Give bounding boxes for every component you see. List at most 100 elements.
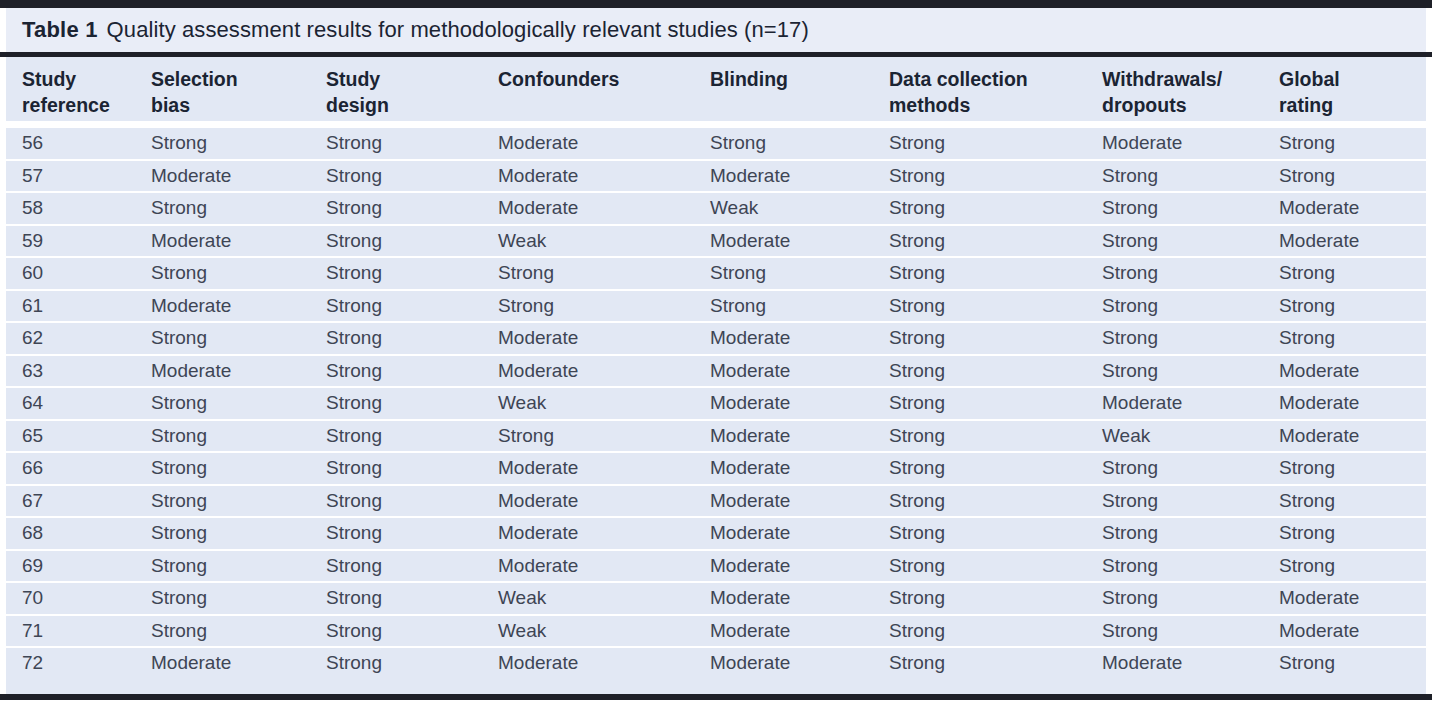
rating-cell: Weak — [498, 582, 710, 615]
study-reference-cell: 71 — [6, 615, 151, 648]
column-header-withdrawals-dropouts: Withdrawals/dropouts — [1102, 57, 1279, 125]
column-header-global-rating: Globalrating — [1279, 57, 1426, 125]
column-header-study-design: Studydesign — [326, 57, 498, 125]
table-row-study-63: 63ModerateStrongModerateModerateStrongSt… — [6, 355, 1426, 388]
rating-cell: Weak — [1102, 420, 1279, 453]
rating-cell: Moderate — [1279, 355, 1426, 388]
column-header-line: Study — [22, 67, 145, 93]
rating-cell: Strong — [1279, 550, 1426, 583]
rating-cell: Strong — [326, 647, 498, 679]
study-reference-cell: 59 — [6, 225, 151, 258]
table-row-study-69: 69StrongStrongModerateModerateStrongStro… — [6, 550, 1426, 583]
rating-cell: Strong — [889, 387, 1102, 420]
study-reference-cell: 58 — [6, 192, 151, 225]
rating-cell: Strong — [1102, 615, 1279, 648]
rating-cell: Moderate — [1279, 615, 1426, 648]
rating-cell: Strong — [1279, 647, 1426, 679]
column-header-line: Confounders — [498, 67, 704, 93]
column-header-selection-bias: Selectionbias — [151, 57, 326, 125]
rating-cell: Strong — [326, 257, 498, 290]
table-row-study-67: 67StrongStrongModerateModerateStrongStro… — [6, 485, 1426, 518]
rating-cell: Strong — [889, 322, 1102, 355]
rating-cell: Moderate — [1102, 647, 1279, 679]
rating-cell: Moderate — [1279, 582, 1426, 615]
rating-cell: Moderate — [710, 550, 889, 583]
study-reference-cell: 65 — [6, 420, 151, 453]
rating-cell: Strong — [889, 355, 1102, 388]
study-reference-cell: 62 — [6, 322, 151, 355]
rating-cell: Strong — [1102, 322, 1279, 355]
rating-cell: Weak — [498, 387, 710, 420]
table-row-study-60: 60StrongStrongStrongStrongStrongStrongSt… — [6, 257, 1426, 290]
rating-cell: Strong — [326, 615, 498, 648]
rating-cell: Strong — [1102, 290, 1279, 323]
rating-cell: Strong — [151, 420, 326, 453]
rating-cell: Strong — [889, 582, 1102, 615]
rating-cell: Moderate — [710, 452, 889, 485]
rating-cell: Strong — [326, 582, 498, 615]
rating-cell: Moderate — [710, 160, 889, 193]
rating-cell: Strong — [326, 517, 498, 550]
rating-cell: Weak — [710, 192, 889, 225]
rating-cell: Moderate — [498, 355, 710, 388]
rating-cell: Strong — [710, 125, 889, 160]
study-reference-cell: 66 — [6, 452, 151, 485]
rating-cell: Strong — [326, 290, 498, 323]
rating-cell: Weak — [498, 615, 710, 648]
rating-cell: Strong — [151, 615, 326, 648]
rating-cell: Moderate — [498, 322, 710, 355]
rating-cell: Strong — [1102, 517, 1279, 550]
study-reference-cell: 64 — [6, 387, 151, 420]
rating-cell: Strong — [151, 550, 326, 583]
table-caption: Table 1 Quality assessment results for m… — [6, 8, 1426, 52]
rating-cell: Strong — [1102, 485, 1279, 518]
table-row-study-58: 58StrongStrongModerateWeakStrongStrongMo… — [6, 192, 1426, 225]
rating-cell: Strong — [151, 192, 326, 225]
column-header-line: dropouts — [1102, 93, 1273, 119]
column-header-line: Data collection — [889, 67, 1096, 93]
rating-cell: Strong — [326, 550, 498, 583]
table-row-study-62: 62StrongStrongModerateModerateStrongStro… — [6, 322, 1426, 355]
column-header-data-collection-methods: Data collectionmethods — [889, 57, 1102, 125]
rating-cell: Strong — [1102, 550, 1279, 583]
rating-cell: Moderate — [1279, 387, 1426, 420]
column-header-line: Study — [326, 67, 492, 93]
rating-cell: Strong — [498, 420, 710, 453]
rating-cell: Strong — [889, 452, 1102, 485]
rating-cell: Moderate — [151, 647, 326, 679]
table-body-panel: StudyreferenceSelectionbiasStudydesignCo… — [6, 57, 1426, 694]
study-reference-cell: 67 — [6, 485, 151, 518]
rating-cell: Strong — [326, 322, 498, 355]
rating-cell: Strong — [1279, 160, 1426, 193]
rating-cell: Strong — [1279, 290, 1426, 323]
column-header-line: Withdrawals/ — [1102, 67, 1273, 93]
rating-cell: Strong — [326, 225, 498, 258]
table-row-study-61: 61ModerateStrongStrongStrongStrongStrong… — [6, 290, 1426, 323]
rating-cell: Strong — [1279, 322, 1426, 355]
table-row-study-59: 59ModerateStrongWeakModerateStrongStrong… — [6, 225, 1426, 258]
rating-cell: Strong — [1102, 355, 1279, 388]
rating-cell: Strong — [889, 160, 1102, 193]
rating-cell: Moderate — [151, 290, 326, 323]
rating-cell: Strong — [151, 257, 326, 290]
column-header-line: methods — [889, 93, 1096, 119]
rating-cell: Strong — [151, 322, 326, 355]
quality-assessment-table: StudyreferenceSelectionbiasStudydesignCo… — [6, 57, 1426, 679]
study-reference-cell: 61 — [6, 290, 151, 323]
rating-cell: Strong — [1279, 485, 1426, 518]
rating-cell: Strong — [889, 647, 1102, 679]
rating-cell: Moderate — [498, 452, 710, 485]
rating-cell: Moderate — [710, 322, 889, 355]
rating-cell: Strong — [326, 485, 498, 518]
rating-cell: Strong — [1102, 257, 1279, 290]
rating-cell: Strong — [710, 290, 889, 323]
rating-cell: Weak — [498, 225, 710, 258]
paper-table-figure: Table 1 Quality assessment results for m… — [0, 0, 1432, 702]
table-row-study-57: 57ModerateStrongModerateModerateStrongSt… — [6, 160, 1426, 193]
rating-cell: Moderate — [710, 420, 889, 453]
rating-cell: Moderate — [710, 582, 889, 615]
rating-cell: Strong — [889, 485, 1102, 518]
rating-cell: Strong — [151, 452, 326, 485]
rating-cell: Strong — [889, 192, 1102, 225]
rating-cell: Strong — [1102, 160, 1279, 193]
